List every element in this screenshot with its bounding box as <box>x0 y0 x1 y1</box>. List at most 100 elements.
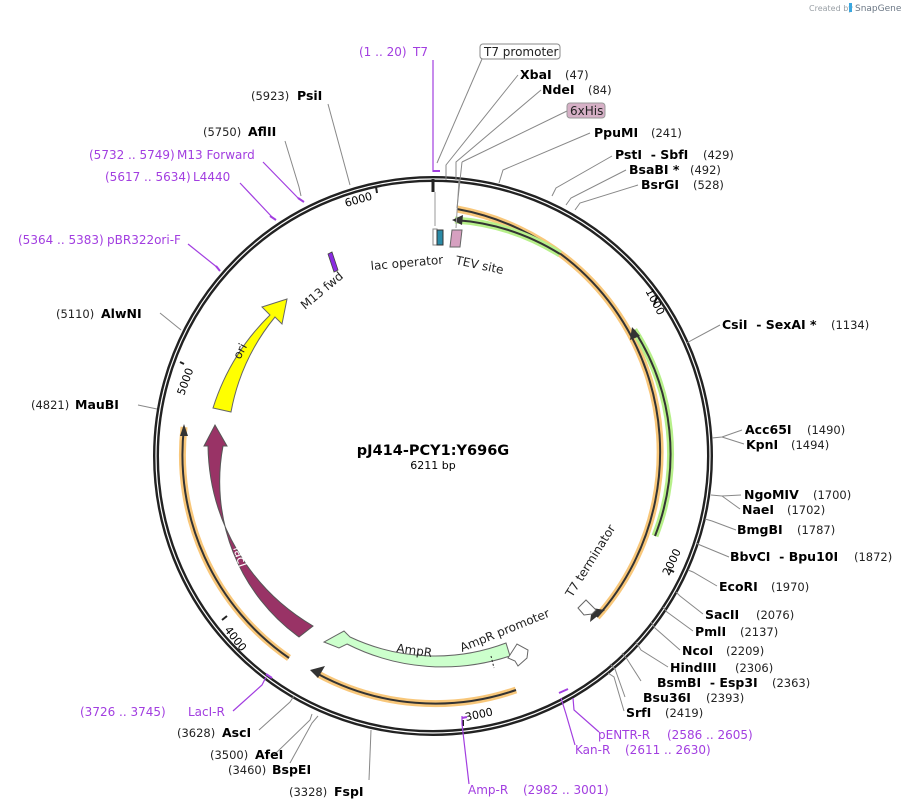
primer-t7[interactable]: (1 .. 20) T7 <box>359 45 440 172</box>
feature-lac-operator[interactable] <box>432 192 444 246</box>
orf-arcs <box>178 205 664 708</box>
svg-text:BspEI: BspEI <box>272 762 311 777</box>
enzyme-ncoi[interactable]: NcoI (2209) <box>682 643 764 658</box>
enzyme-ndei[interactable]: NdeI (84) <box>542 82 612 97</box>
enzyme-bsrgi[interactable]: BsrGI (528) <box>641 177 724 192</box>
feature-t7-promoter[interactable]: T7 promoter <box>436 43 561 164</box>
enzyme-hindiii[interactable]: HindIII (2306) <box>670 660 773 675</box>
primer-laci-r[interactable]: (3726 .. 3745) LacI-R <box>80 705 225 719</box>
enzyme-bspei[interactable]: (3460) BspEI <box>228 762 311 777</box>
svg-text:(1872): (1872) <box>854 550 892 564</box>
svg-text:LacI-R: LacI-R <box>188 705 225 719</box>
svg-text:(2586 .. 2605): (2586 .. 2605) <box>667 728 753 742</box>
enzyme-maubi[interactable]: (4821) MauBI <box>31 397 119 412</box>
feature-t7-terminator[interactable] <box>577 599 597 616</box>
enzyme-bsu36i[interactable]: Bsu36I (2393) <box>643 690 744 705</box>
svg-text:BsaBI *: BsaBI * <box>629 162 680 177</box>
svg-text:(84): (84) <box>588 83 612 97</box>
svg-text:(5732 .. 5749): (5732 .. 5749) <box>89 148 175 162</box>
svg-text:L4440: L4440 <box>193 170 230 184</box>
primer-amp-r[interactable]: Amp-R (2982 .. 3001) <box>468 783 609 797</box>
green-orf-arcs <box>452 215 675 538</box>
svg-text:(2393): (2393) <box>706 691 744 705</box>
svg-text:CsiI - SexAI *: CsiI - SexAI * <box>722 317 817 332</box>
enzyme-asci[interactable]: (3628) AscI <box>177 725 251 740</box>
svg-text:PsiI: PsiI <box>297 88 322 103</box>
svg-text:(429): (429) <box>703 148 734 162</box>
feature-ori[interactable] <box>212 298 288 413</box>
svg-text:MauBI: MauBI <box>75 397 119 412</box>
svg-text:(1494): (1494) <box>791 438 829 452</box>
enzyme-ngomiv[interactable]: NgoMIV (1700) <box>744 487 851 502</box>
primer-l4440[interactable]: (5617 .. 5634) L4440 <box>105 170 230 184</box>
svg-text:AlwNI: AlwNI <box>101 306 142 321</box>
svg-text:(3460): (3460) <box>228 763 266 777</box>
enzyme-bmgbi[interactable]: BmgBI (1787) <box>737 522 835 537</box>
svg-text:PstI - SbfI: PstI - SbfI <box>615 147 688 162</box>
enzyme-bbvci-bpu10i[interactable]: BbvCI - Bpu10I (1872) <box>730 549 892 564</box>
enzyme-bsabi[interactable]: BsaBI * (492) <box>629 162 721 177</box>
enzyme-ecori[interactable]: EcoRI (1970) <box>719 579 809 594</box>
tick-label-5000: 5000 <box>175 366 197 397</box>
svg-text:(2076): (2076) <box>756 608 794 622</box>
enzyme-acc65i[interactable]: Acc65I (1490) <box>745 422 845 437</box>
svg-text:(2137): (2137) <box>740 625 778 639</box>
snapgene-credit: Created by SnapGene <box>809 3 902 14</box>
enzyme-leaders-right <box>445 74 745 712</box>
feature-laci[interactable] <box>203 423 314 638</box>
svg-text:(5617 .. 5634): (5617 .. 5634) <box>105 170 191 184</box>
feature-6xhis[interactable]: 6xHis <box>456 102 606 209</box>
svg-text:pENTR-R: pENTR-R <box>598 728 650 742</box>
primer-leaders-bottom <box>232 673 600 785</box>
svg-text:pBR322ori-F: pBR322ori-F <box>107 233 181 247</box>
svg-text:(5364 .. 5383): (5364 .. 5383) <box>18 233 104 247</box>
enzyme-fspi[interactable]: (3328) FspI <box>289 784 364 799</box>
enzyme-psti-sbfi[interactable]: PstI - SbfI (429) <box>615 147 734 162</box>
enzyme-afei[interactable]: (3500) AfeI <box>210 747 283 762</box>
svg-text:PmlI: PmlI <box>695 624 726 639</box>
primer-leaders-left <box>187 161 305 272</box>
svg-text:(5750): (5750) <box>203 125 241 139</box>
enzyme-xbai[interactable]: XbaI (47) <box>520 67 589 82</box>
svg-text:(3328): (3328) <box>289 785 327 799</box>
enzyme-aflii[interactable]: (5750) AflII <box>203 124 276 139</box>
svg-text:(1787): (1787) <box>797 523 835 537</box>
svg-text:(528): (528) <box>693 178 724 192</box>
svg-text:(2611 .. 2630): (2611 .. 2630) <box>625 743 711 757</box>
feature-ampr[interactable] <box>322 630 511 668</box>
primer-pentr-r[interactable]: pENTR-R (2586 .. 2605) <box>598 728 753 742</box>
enzyme-kpni[interactable]: KpnI (1494) <box>746 437 829 452</box>
svg-text:(241): (241) <box>651 126 682 140</box>
credit-brand: SnapGene <box>855 4 902 14</box>
svg-text:NaeI: NaeI <box>742 502 774 517</box>
feature-m13-fwd[interactable] <box>327 251 339 273</box>
enzyme-psii[interactable]: (5923) PsiI <box>251 88 322 103</box>
feature-tev-site-label: TEV site <box>453 253 504 277</box>
enzyme-naei[interactable]: NaeI (1702) <box>742 502 825 517</box>
svg-text:(3726 .. 3745): (3726 .. 3745) <box>80 705 166 719</box>
svg-text:(1490): (1490) <box>807 423 845 437</box>
svg-text:KpnI: KpnI <box>746 437 778 452</box>
svg-text:HindIII: HindIII <box>670 660 717 675</box>
feature-ampr-promoter[interactable] <box>507 643 529 667</box>
svg-text:(3628): (3628) <box>177 726 215 740</box>
svg-text:BsrGI: BsrGI <box>641 177 679 192</box>
enzyme-sacii[interactable]: SacII (2076) <box>705 607 794 622</box>
enzyme-alwni[interactable]: (5110) AlwNI <box>56 306 142 321</box>
enzyme-srfi[interactable]: SrfI (2419) <box>626 705 703 720</box>
enzyme-bsmbi-esp3i[interactable]: BsmBI - Esp3I (2363) <box>657 675 810 690</box>
primer-m13-forward[interactable]: (5732 .. 5749) M13 Forward <box>89 148 255 162</box>
svg-text:PpuMI: PpuMI <box>594 125 638 140</box>
svg-text:BbvCI - Bpu10I: BbvCI - Bpu10I <box>730 549 838 564</box>
enzyme-ppumi[interactable]: PpuMI (241) <box>594 125 682 140</box>
svg-text:(2209): (2209) <box>726 644 764 658</box>
feature-ori-label: ori <box>230 341 250 361</box>
svg-text:(1134): (1134) <box>831 318 869 332</box>
svg-text:BsmBI - Esp3I: BsmBI - Esp3I <box>657 675 758 690</box>
enzyme-csii-sexai[interactable]: CsiI - SexAI * (1134) <box>722 317 869 332</box>
enzyme-pmli[interactable]: PmlI (2137) <box>695 624 778 639</box>
primer-kan-r[interactable]: Kan-R (2611 .. 2630) <box>575 743 711 757</box>
feature-tev-site[interactable] <box>449 179 463 248</box>
primer-pbr322ori-f[interactable]: (5364 .. 5383) pBR322ori-F <box>18 233 181 247</box>
svg-text:NdeI: NdeI <box>542 82 575 97</box>
